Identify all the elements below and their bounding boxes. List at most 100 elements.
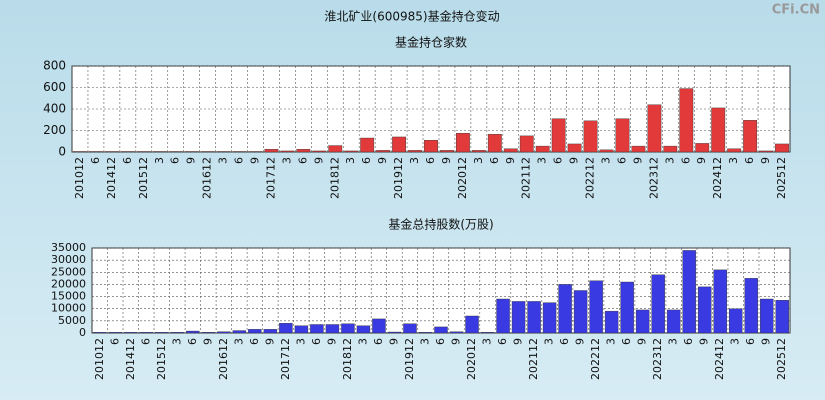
bar [647,104,662,153]
x-tick-label: 201712 [279,338,292,380]
bar [312,150,327,153]
bar [310,324,324,334]
y-tick-label: 400 [43,102,66,116]
x-tick-label: 201412 [124,338,137,380]
bar [248,329,262,334]
x-tick-label: 201812 [328,157,341,199]
bar [697,286,712,334]
y-tick-label: 0 [79,326,86,339]
x-tick-label: 6 [360,157,373,164]
x-tick-label: 201912 [403,338,416,380]
bar [356,325,371,334]
bar [635,309,650,334]
x-tick-label: 9 [695,157,708,164]
bar [136,151,151,153]
y-tick-label: 25000 [51,265,86,278]
x-tick-label: 9 [201,338,214,345]
bar [152,151,167,153]
y-tick-label: 30000 [51,253,86,266]
x-tick-label: 3 [727,157,740,164]
x-tick-label: 9 [574,338,587,345]
x-tick-label: 201912 [392,157,405,199]
bar [341,323,355,334]
x-tick-label: 202212 [584,157,597,199]
x-tick-label: 9 [450,338,463,345]
x-tick-label: 6 [310,338,323,345]
bar [280,150,295,153]
bar [200,151,215,153]
x-tick-label: 202112 [527,338,540,380]
bar [679,88,694,153]
bar [434,326,448,334]
x-tick-label: 9 [440,157,453,164]
bar [651,274,665,334]
x-tick-label: 3 [605,338,618,345]
bar [104,151,119,153]
x-tick-label: 6 [743,157,756,164]
x-tick-label: 6 [434,338,447,345]
bar [279,323,293,334]
bar [496,298,510,334]
bar [599,149,614,153]
bar [93,332,107,334]
chart-title: 基金持仓家数 [395,35,467,50]
x-tick-label: 202312 [647,157,660,199]
x-tick-label: 202212 [589,338,602,380]
bar [108,332,122,334]
bar [542,302,557,334]
x-tick-label: 202312 [651,338,664,380]
x-tick-label: 6 [424,157,437,164]
bar [248,151,263,153]
x-tick-label: 201512 [155,338,168,380]
x-tick-label: 9 [698,338,711,345]
x-tick-label: 9 [760,338,773,345]
x-tick-label: 202112 [520,157,533,199]
x-tick-label: 3 [663,157,676,164]
bar [663,145,678,153]
page-title: 淮北矿业(600985)基金持仓变动 [324,9,499,24]
y-tick-label: 10000 [51,302,86,315]
x-tick-label: 202512 [775,338,788,380]
bar [403,323,417,334]
x-tick-label: 201812 [341,338,354,380]
x-tick-label: 6 [558,338,571,345]
y-tick-label: 20000 [51,277,86,290]
x-tick-label: 3 [356,338,369,345]
bar [511,301,526,334]
bar [217,331,231,334]
x-tick-label: 6 [108,338,121,345]
bar [775,143,789,153]
x-tick-label: 202412 [713,338,726,380]
bar [170,332,185,334]
x-tick-label: 201612 [201,157,214,199]
x-tick-label: 9 [325,338,338,345]
bar [186,330,200,334]
bar [487,134,502,153]
x-tick-label: 3 [294,338,307,345]
x-tick-label: 201612 [217,338,230,380]
y-tick-label: 0 [58,145,66,159]
bar [155,332,169,334]
bar [471,150,486,153]
bar [328,145,343,153]
x-tick-label: 9 [263,338,276,345]
bar [604,310,619,334]
bar [264,149,279,153]
x-tick-label: 202012 [456,157,469,199]
bar [376,150,391,153]
y-tick-label: 35000 [51,241,86,254]
x-tick-label: 9 [504,157,517,164]
bar [480,332,495,334]
x-tick-label: 202512 [775,157,788,199]
x-tick-label: 6 [169,157,182,164]
bar [418,332,433,334]
x-tick-label: 9 [759,157,772,164]
bar [89,151,103,153]
bar [387,331,402,334]
bar [727,148,742,153]
bar [325,324,340,334]
bar [124,332,138,334]
x-tick-label: 201512 [137,157,150,199]
bar [760,298,774,334]
bar [519,135,534,153]
